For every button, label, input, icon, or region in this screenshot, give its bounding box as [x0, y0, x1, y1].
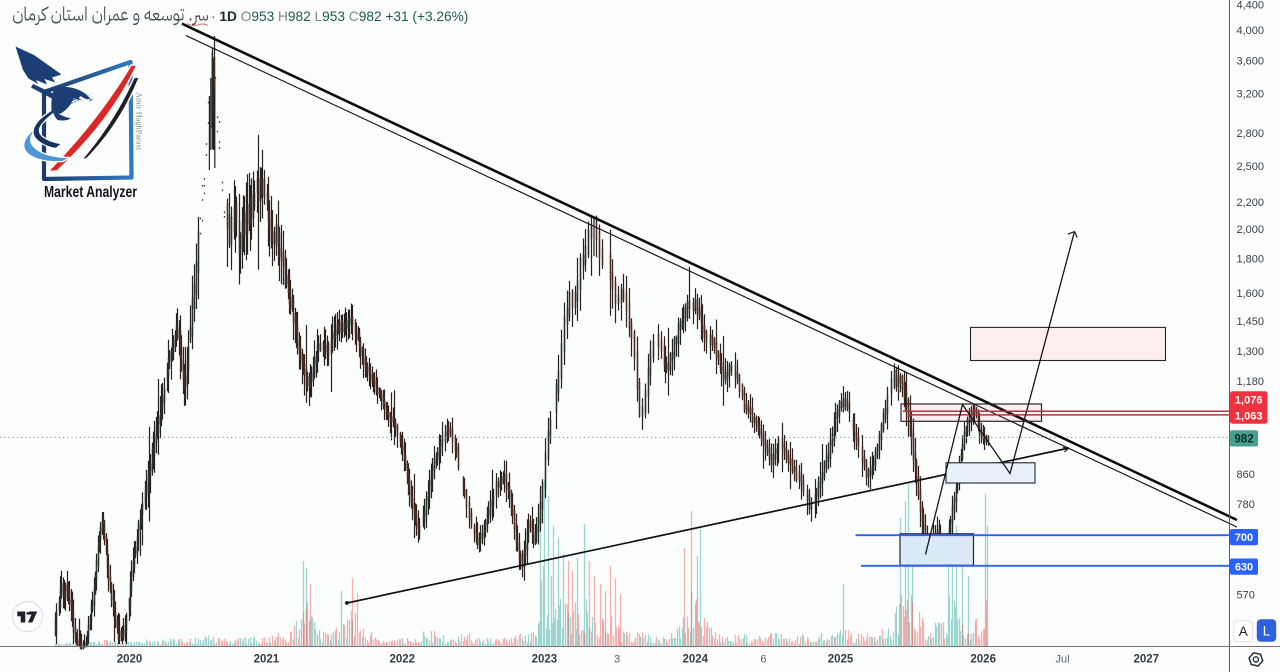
- svg-text:1,600: 1,600: [1237, 288, 1265, 300]
- svg-text:1,180: 1,180: [1237, 376, 1265, 388]
- svg-text:3: 3: [614, 654, 620, 666]
- svg-text:2020: 2020: [117, 654, 143, 666]
- svg-text:3,600: 3,600: [1237, 55, 1265, 67]
- svg-text:630: 630: [1235, 562, 1253, 574]
- svg-text:2021: 2021: [254, 654, 280, 666]
- svg-text:2,000: 2,000: [1237, 224, 1265, 236]
- svg-text:L: L: [1263, 624, 1271, 639]
- svg-text:2024: 2024: [683, 654, 709, 666]
- svg-text:2026: 2026: [970, 654, 996, 666]
- svg-text:2,500: 2,500: [1237, 161, 1265, 173]
- svg-text:A: A: [1239, 624, 1248, 639]
- svg-text:Amir HaghParast: Amir HaghParast: [135, 92, 144, 151]
- svg-text:1,800: 1,800: [1237, 253, 1265, 265]
- svg-text:2025: 2025: [828, 654, 854, 666]
- svg-text:4,400: 4,400: [1237, 0, 1265, 11]
- svg-text:570: 570: [1237, 589, 1255, 601]
- svg-text:4,000: 4,000: [1237, 25, 1265, 37]
- svg-text:3,200: 3,200: [1237, 88, 1265, 100]
- svg-text:2022: 2022: [390, 654, 416, 666]
- svg-text:780: 780: [1237, 499, 1255, 511]
- svg-text:2,200: 2,200: [1237, 197, 1265, 209]
- svg-text:700: 700: [1235, 532, 1253, 544]
- svg-text:2027: 2027: [1134, 654, 1160, 666]
- svg-text:Market Analyzer: Market Analyzer: [44, 184, 137, 201]
- svg-text:2023: 2023: [532, 654, 558, 666]
- svg-text:982: 982: [1234, 434, 1253, 446]
- svg-text:1,063: 1,063: [1235, 411, 1263, 423]
- svg-text:2,800: 2,800: [1237, 128, 1265, 140]
- svg-text:1,076: 1,076: [1235, 394, 1263, 406]
- svg-text:6: 6: [760, 654, 766, 666]
- svg-text:· 1D O953 H982 L953 C982 +31: · 1D O953 H982 L953 C982 +31 (+3.26%): [211, 9, 468, 24]
- svg-text:1,450: 1,450: [1237, 316, 1265, 328]
- svg-text:1,300: 1,300: [1237, 346, 1265, 358]
- svg-text:860: 860: [1237, 469, 1255, 481]
- svg-text:Jul: Jul: [1055, 654, 1069, 666]
